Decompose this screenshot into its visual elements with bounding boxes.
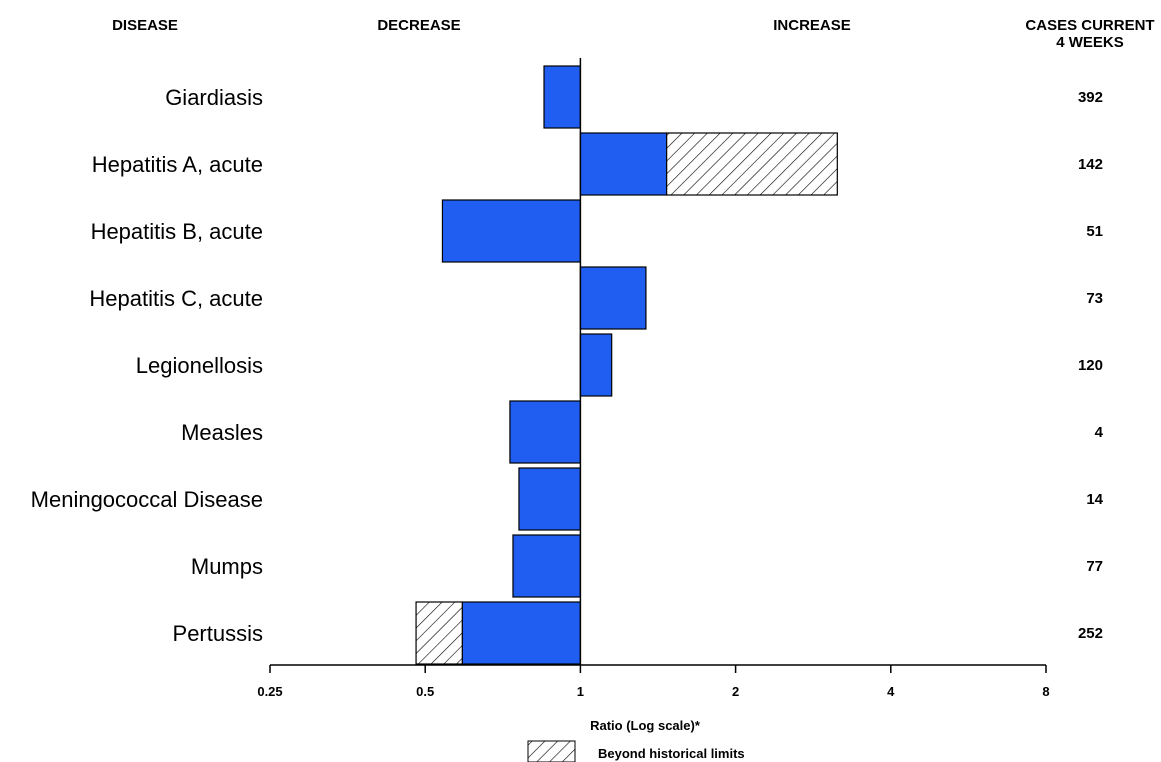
header-decrease: DECREASE: [377, 17, 460, 34]
legend-label: Beyond historical limits: [598, 746, 745, 761]
bar-4: [579, 266, 647, 330]
cases-value: 77: [1086, 558, 1103, 575]
cases-value: 392: [1078, 89, 1103, 106]
x-axis: 0.25 0.5 1 2 4 8: [257, 664, 1050, 699]
cases-value: 51: [1086, 223, 1103, 240]
header-cases-line1: CASES CURRENT: [1025, 17, 1154, 34]
disease-label: Meningococcal Disease: [31, 487, 263, 512]
bar-beyond-limits-9: [415, 601, 463, 665]
header-cases-line2: 4 WEEKS: [1056, 34, 1124, 51]
disease-label: Pertussis: [173, 621, 263, 646]
x-tick-label: 2: [732, 684, 739, 699]
disease-label: Measles: [181, 420, 263, 445]
cases-value: 14: [1086, 491, 1103, 508]
disease-label: Legionellosis: [136, 353, 263, 378]
legend-hatch-swatch: [527, 740, 576, 762]
disease-label: Hepatitis A, acute: [92, 152, 263, 177]
cases-value: 142: [1078, 156, 1103, 173]
cases-value: 120: [1078, 357, 1103, 374]
bar-beyond-limits-2: [666, 132, 838, 196]
x-tick-label: 0.25: [257, 684, 282, 699]
cases-value: 252: [1078, 625, 1103, 642]
disease-label: Mumps: [191, 554, 263, 579]
bar-5: [579, 333, 613, 397]
x-tick-label: 8: [1042, 684, 1049, 699]
bar-2: [579, 132, 668, 196]
bar-1: [543, 65, 581, 129]
header-increase: INCREASE: [773, 17, 851, 34]
chart-rows: Giardiasis 392 Hepatitis A, acute 142 Hepati…: [31, 65, 1104, 665]
bar-3: [441, 199, 582, 263]
disease-label: Hepatitis B, acute: [91, 219, 263, 244]
cases-value: 73: [1086, 290, 1103, 307]
bar-8: [512, 534, 581, 598]
x-tick-label: 4: [887, 684, 895, 699]
bar-7: [518, 467, 581, 531]
x-tick-label: 0.5: [416, 684, 434, 699]
disease-label: Hepatitis C, acute: [89, 286, 263, 311]
bar-6: [509, 400, 582, 464]
x-tick-label: 1: [577, 684, 584, 699]
cases-value: 4: [1095, 424, 1104, 441]
x-axis-label: Ratio (Log scale)*: [590, 718, 701, 733]
bar-9: [461, 601, 582, 665]
disease-label: Giardiasis: [165, 85, 263, 110]
header-disease: DISEASE: [112, 17, 178, 34]
